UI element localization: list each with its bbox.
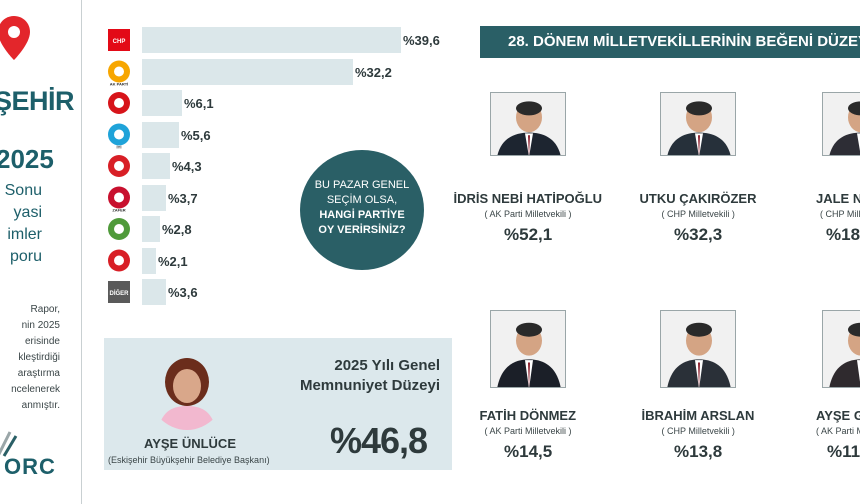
report-title: Sonu yasi imler poru — [4, 182, 42, 265]
bar-value-label: %32,2 — [355, 64, 392, 80]
mp-score: %52,1 — [504, 225, 553, 244]
bar-value-label: %3,6 — [168, 285, 198, 300]
mayor-role: (Eskişehir Büyükşehir Belediye Başkanı) — [108, 455, 270, 465]
iyi-logo-icon: İYİ — [108, 123, 130, 150]
mhp-logo-icon — [108, 92, 130, 114]
party-logo-text: ZAFER — [112, 208, 125, 213]
bar-value-label: %6,1 — [184, 96, 214, 111]
bar-value-label: %5,6 — [181, 127, 211, 143]
mp-score: %32,3 — [674, 225, 723, 244]
mp-name: AYŞE G — [816, 408, 860, 423]
refah-logo-icon — [108, 249, 130, 272]
satisfaction-label-line-2: Memnuniyet Düzeyi — [299, 377, 440, 394]
mp-score: %18 — [826, 225, 860, 244]
vote-question-circle: BU PAZAR GENEL SEÇİM OLSA, HANGİ PARTİYE… — [300, 150, 424, 270]
mp-photo — [660, 92, 736, 156]
mp-score: %13,8 — [674, 442, 723, 461]
question-line-3: HANGİ PARTİYE — [319, 209, 405, 221]
party-logo-text: AK PARTİ — [110, 82, 129, 87]
mp-name: İDRİS NEBİ HATİPOĞLU — [453, 191, 603, 206]
bar-value-label: %2,8 — [162, 222, 192, 237]
mp-score: %11 — [827, 442, 860, 461]
party-logo-text: İYİ — [117, 145, 122, 150]
mp-photo — [822, 310, 860, 388]
mp-photo — [822, 92, 860, 156]
dem-logo-icon — [108, 218, 130, 240]
bar-value-label: %2,1 — [158, 253, 188, 269]
party-logo-text: DİĞER — [109, 289, 129, 297]
mp-party: ( AK Parti Milletvekili ) — [484, 209, 572, 219]
bar-5 — [142, 153, 170, 179]
akparti-logo-icon: AK PARTİ — [108, 60, 130, 87]
bar-8 — [142, 247, 156, 274]
mp-party: ( CHP Milletvekili ) — [661, 209, 735, 219]
brand-logo-icon — [0, 431, 18, 457]
bar-value-label: %4,3 — [172, 159, 202, 174]
mp-name: UTKU ÇAKIRÖZER — [639, 191, 757, 206]
mp-name: JALE NUR — [816, 191, 860, 206]
mp-party: ( AK Parti M — [816, 426, 860, 436]
brand-name: ORC — [4, 454, 56, 479]
mp-name: İBRAHİM ARSLAN — [641, 408, 755, 423]
chp-logo-icon: CHP — [108, 29, 130, 51]
diger-logo-icon: DİĞER — [108, 281, 130, 303]
question-line-2: SEÇİM OLSA, — [326, 194, 398, 206]
report-year: 2025 — [0, 144, 54, 174]
bar-7 — [142, 216, 160, 242]
mp-party: ( CHP Milletvekili ) — [661, 426, 735, 436]
party-logo-text: CHP — [113, 39, 126, 45]
bar-1 — [142, 27, 401, 53]
bar-4 — [142, 121, 179, 148]
bar-6 — [142, 184, 166, 211]
bar-2 — [142, 58, 353, 85]
btp-logo-icon — [108, 155, 130, 177]
city-title: ŞEHİR — [0, 86, 75, 116]
mp-score: %14,5 — [504, 442, 553, 461]
satisfaction-label: 2025 Yılı Genel Memnuniyet Düzeyi — [290, 356, 440, 396]
report-description: Rapor, nin 2025 erisinde kleştirdiği ara… — [11, 304, 60, 411]
mp-name: FATİH DÖNMEZ — [479, 408, 577, 423]
bar-value-label: %39,6 — [403, 33, 440, 48]
mp-photo — [490, 92, 566, 156]
satisfaction-label-line-1: 2025 Yılı Genel — [334, 357, 440, 374]
bar-9 — [142, 279, 166, 305]
satisfaction-value: %46,8 — [330, 420, 428, 461]
mayor-name: AYŞE ÜNLÜCE — [144, 436, 236, 451]
question-line-1: BU PAZAR GENEL — [314, 179, 410, 191]
mp-party: ( AK Parti Milletvekili ) — [484, 426, 572, 436]
mp-ratings-header: 28. DÖNEM MİLLETVEKİLLERİNİN BEĞENİ DÜZE… — [480, 26, 860, 58]
zafer-logo-icon: ZAFER — [108, 186, 130, 213]
left-panel: ŞEHİR 2025 Sonu yasi imler poru Rapor, n… — [0, 0, 82, 504]
bar-value-label: %3,7 — [168, 190, 198, 206]
mp-photo — [490, 310, 566, 388]
question-line-4: OY VERİRSİNİZ? — [318, 224, 406, 236]
location-pin-icon — [0, 16, 30, 60]
mp-photo — [660, 310, 736, 388]
mp-party: ( CHP Mill — [820, 209, 860, 219]
bar-3 — [142, 90, 182, 116]
mayor-photo — [148, 346, 226, 430]
